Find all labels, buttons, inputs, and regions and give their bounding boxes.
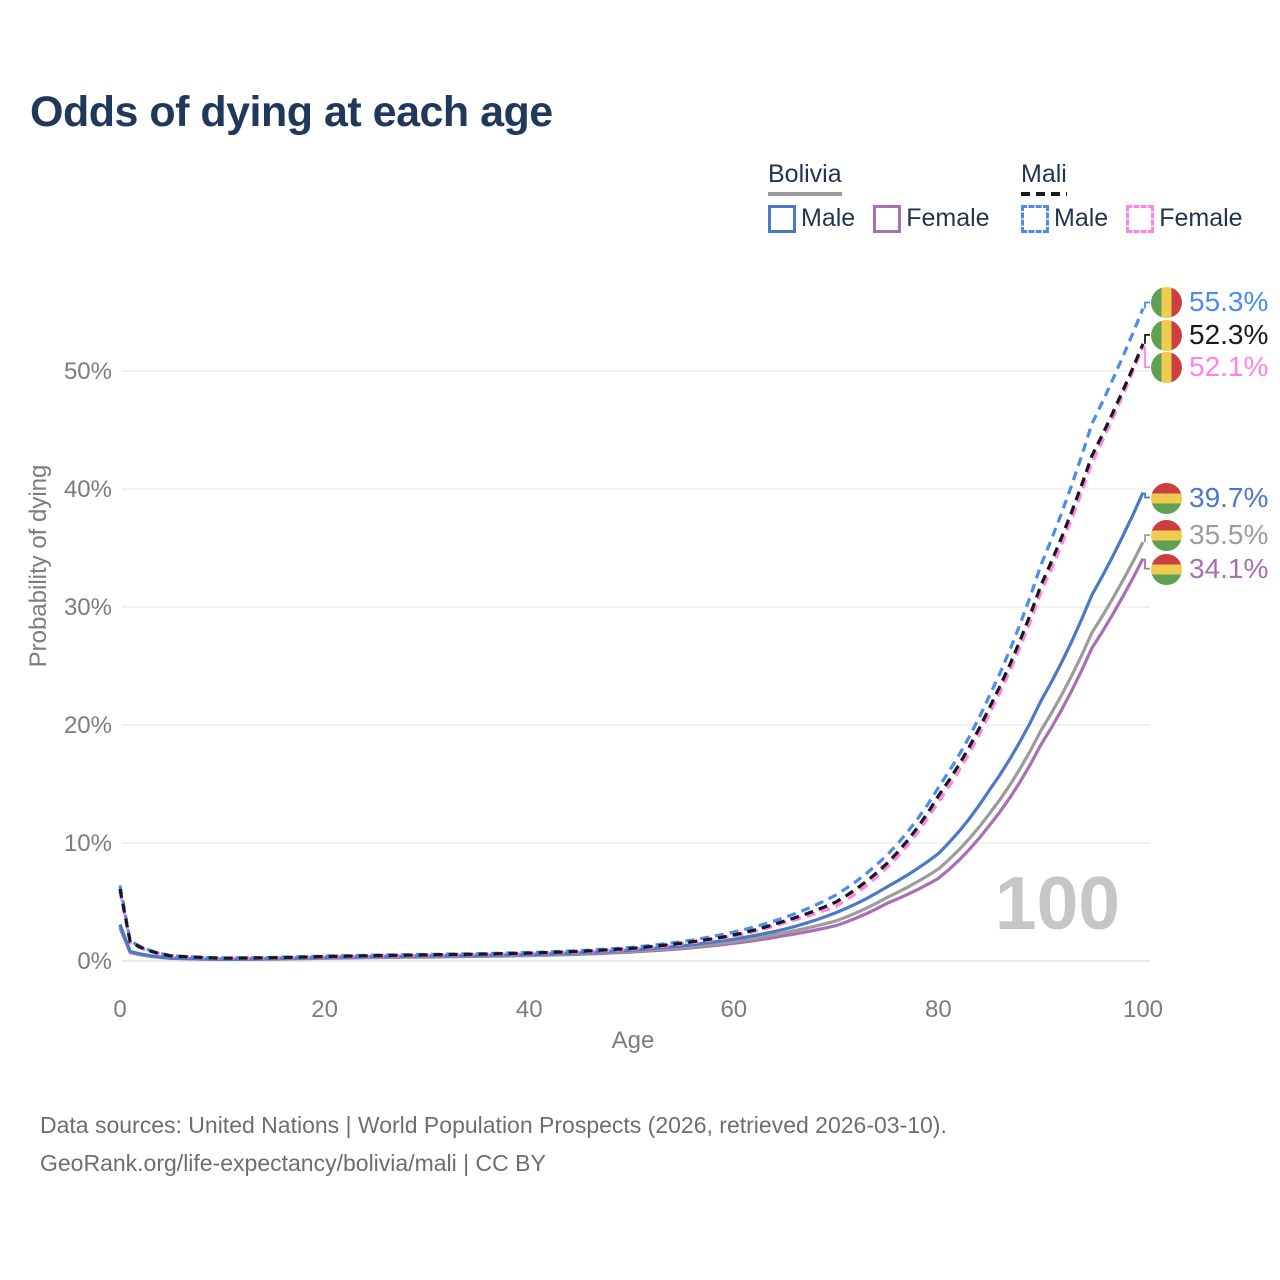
legend-label-bolivia-male: Male [801, 204, 856, 232]
label-connector-bolivia-male [1144, 492, 1150, 499]
y-tick-label-10: 10% [64, 830, 112, 857]
series-line-mali-both[interactable] [118, 343, 1145, 960]
legend-item-mali-male[interactable]: Male [1021, 204, 1108, 233]
legend-item-mali-female[interactable]: Female [1126, 204, 1243, 233]
legend-country-label-mali: Mali [1021, 160, 1067, 188]
y-axis-title: Probability of dying [25, 465, 52, 668]
y-tick-label-0: 0% [77, 948, 112, 975]
bolivia-male-swatch-icon [768, 204, 796, 233]
legend-group-mali: Mali Male Female [1021, 160, 1243, 233]
series-line-bolivia-male[interactable] [118, 491, 1145, 961]
legend-label-mali-male: Male [1054, 204, 1109, 232]
legend-country-label-bolivia: Bolivia [768, 160, 842, 188]
mali-male-swatch-icon [1021, 204, 1049, 233]
y-tick-label-30: 30% [64, 594, 112, 621]
bolivia-solid-line-swatch-icon [768, 192, 842, 196]
mali-female-swatch-icon [1126, 204, 1155, 233]
legend-group-mali-header[interactable]: Mali [1021, 160, 1067, 196]
x-tick-label-0: 0 [113, 996, 126, 1023]
legend: Bolivia Male Female Mali [0, 160, 1280, 250]
legend-group-bolivia-header[interactable]: Bolivia [768, 160, 842, 196]
legend-item-bolivia-female[interactable]: Female [873, 204, 990, 233]
x-axis-title: Age [612, 1027, 655, 1054]
series-line-mali-male[interactable] [118, 307, 1145, 960]
x-tick-label-60: 60 [720, 996, 747, 1023]
footer: Data sources: United Nations | World Pop… [40, 1106, 947, 1182]
bolivia-female-swatch-icon [873, 204, 902, 233]
legend-items-bolivia: Male Female [768, 204, 990, 233]
x-tick-label-100: 100 [1123, 996, 1163, 1023]
label-connector-bolivia-female [1144, 558, 1150, 570]
label-connector-bolivia-both [1144, 534, 1150, 543]
footer-data-sources: Data sources: United Nations | World Pop… [40, 1112, 947, 1138]
x-tick-label-80: 80 [925, 996, 952, 1023]
legend-items-mali: Male Female [1021, 204, 1243, 233]
series-line-bolivia-female[interactable] [118, 557, 1145, 962]
y-tick-label-40: 40% [64, 476, 112, 503]
series-line-mali-female[interactable] [118, 345, 1145, 960]
series-line-bolivia-both[interactable] [118, 541, 1145, 961]
label-connector-mali-male [1144, 301, 1150, 309]
page-title: Odds of dying at each age [30, 88, 553, 136]
footer-attribution-url: GeoRank.org/life-expectancy/bolivia/mali… [40, 1150, 546, 1176]
legend-label-bolivia-female: Female [906, 204, 990, 232]
label-connector-mali-both [1144, 334, 1150, 344]
x-tick-label-40: 40 [516, 996, 543, 1023]
y-tick-label-20: 20% [64, 712, 112, 739]
mali-dashed-line-swatch-icon [1021, 192, 1067, 196]
x-tick-label-20: 20 [311, 996, 338, 1023]
legend-item-bolivia-male[interactable]: Male [768, 204, 855, 233]
label-connector-mali-female [1144, 346, 1150, 369]
legend-label-mali-female: Female [1159, 204, 1243, 232]
y-tick-label-50: 50% [64, 358, 112, 385]
legend-group-bolivia: Bolivia Male Female [768, 160, 990, 233]
